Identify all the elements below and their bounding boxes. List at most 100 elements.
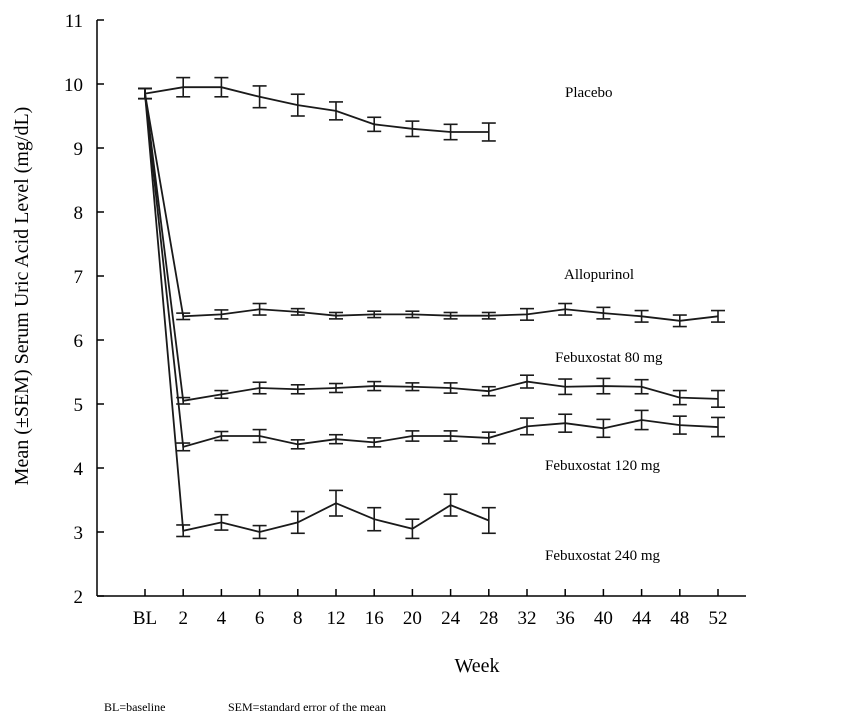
series-group (138, 76, 725, 540)
series-placebo (138, 76, 496, 142)
x-tick-label: 52 (709, 608, 728, 629)
y-tick-label: 8 (74, 203, 84, 224)
error-bar (367, 380, 382, 392)
y-tick-label: 7 (74, 267, 84, 288)
error-bar (520, 307, 534, 321)
x-tick-label: 6 (255, 608, 265, 629)
error-bar (481, 506, 496, 535)
y-tick-label: 5 (74, 395, 84, 416)
error-bar (290, 383, 305, 395)
error-bar (558, 302, 573, 316)
error-bar (443, 382, 458, 394)
error-bar (634, 409, 649, 431)
series-label: Febuxostat 120 mg (545, 458, 660, 474)
error-bar (214, 76, 229, 98)
y-tick-label: 2 (74, 587, 84, 608)
series-line-febuxostat-120-mg (144, 93, 719, 449)
error-bar (329, 101, 343, 121)
error-bar (214, 389, 229, 400)
x-tick-label: 36 (556, 608, 575, 629)
error-bar (138, 87, 152, 100)
error-bar (443, 430, 458, 442)
error-bar (176, 442, 191, 452)
error-bar (405, 382, 420, 392)
error-bar (252, 302, 267, 316)
footnote-baseline: BL=baseline (104, 700, 166, 714)
error-bar (214, 430, 229, 442)
x-tick-label: BL (133, 608, 157, 629)
footnote-sem: SEM=standard error of the mean (228, 700, 387, 714)
x-axis-title: Week (454, 655, 499, 677)
y-axis-ticks: 2 3 4 5 6 7 8 9 10 11 (64, 11, 104, 608)
error-bar (176, 524, 191, 538)
error-bar (176, 312, 191, 321)
error-bar (558, 413, 573, 433)
error-bar (405, 518, 420, 540)
error-bar (367, 506, 382, 532)
error-bar (367, 116, 382, 133)
axes (96, 20, 746, 597)
error-bar (481, 385, 496, 397)
series-label: Allopurinol (564, 267, 634, 283)
y-tick-label: 10 (64, 75, 83, 96)
series-febuxostat-80-mg (138, 87, 725, 409)
error-bar (634, 378, 649, 395)
x-tick-label: 24 (441, 608, 461, 629)
y-tick-label: 11 (65, 11, 83, 32)
error-bar (329, 433, 343, 445)
y-tick-label: 6 (74, 331, 84, 352)
x-tick-label: 4 (217, 608, 227, 629)
series-febuxostat-120-mg (138, 87, 725, 452)
error-bar (596, 418, 611, 439)
error-bar (405, 120, 420, 138)
x-tick-label: 32 (518, 608, 537, 629)
error-bar (405, 430, 420, 442)
error-bar (290, 510, 305, 535)
error-bar (520, 374, 534, 389)
x-tick-label: 48 (670, 608, 689, 629)
error-bar (520, 417, 534, 436)
series-febuxostat-240-mg (138, 87, 496, 540)
series-line-placebo (144, 86, 489, 133)
x-tick-label: 28 (479, 608, 498, 629)
error-bar (481, 431, 496, 445)
error-bar (596, 306, 611, 320)
x-tick-label: 40 (594, 608, 613, 629)
error-bar (711, 309, 725, 323)
error-bar (214, 513, 229, 531)
error-bar (672, 415, 687, 435)
error-bar (481, 311, 496, 320)
error-bar (672, 389, 687, 406)
series-label: Placebo (565, 85, 612, 101)
error-bar (711, 416, 725, 438)
error-bar (596, 377, 611, 395)
error-bar (405, 310, 420, 319)
series-label: Febuxostat 240 mg (545, 548, 660, 564)
error-bar (481, 122, 496, 142)
error-bar (329, 382, 343, 394)
error-bar (290, 439, 305, 450)
y-axis-title: Mean (±SEM) Serum Uric Acid Level (mg/dL… (11, 107, 33, 486)
error-bar (290, 93, 305, 117)
x-tick-label: 16 (365, 608, 384, 629)
error-bar (711, 389, 725, 409)
error-bar (558, 378, 573, 396)
series-labels: Placebo Allopurinol Febuxostat 80 mg Febuxo… (545, 85, 663, 564)
error-bar (443, 493, 458, 517)
x-tick-label: 8 (293, 608, 303, 629)
error-bar (252, 381, 267, 395)
error-bar (176, 76, 191, 98)
error-bar (329, 311, 343, 320)
x-tick-label: 2 (178, 608, 188, 629)
y-tick-label: 9 (74, 139, 84, 160)
error-bar (367, 310, 382, 319)
error-bar (443, 311, 458, 320)
y-tick-label: 3 (74, 523, 84, 544)
error-bar (329, 489, 343, 517)
x-tick-label: 44 (632, 608, 652, 629)
series-line-febuxostat-240-mg (144, 93, 490, 533)
series-line-allopurinol (144, 93, 719, 322)
x-axis-ticks: BL 2 4 6 8 12 16 20 24 28 32 36 40 44 48 52 (133, 589, 728, 629)
x-tick-label: 20 (403, 608, 422, 629)
